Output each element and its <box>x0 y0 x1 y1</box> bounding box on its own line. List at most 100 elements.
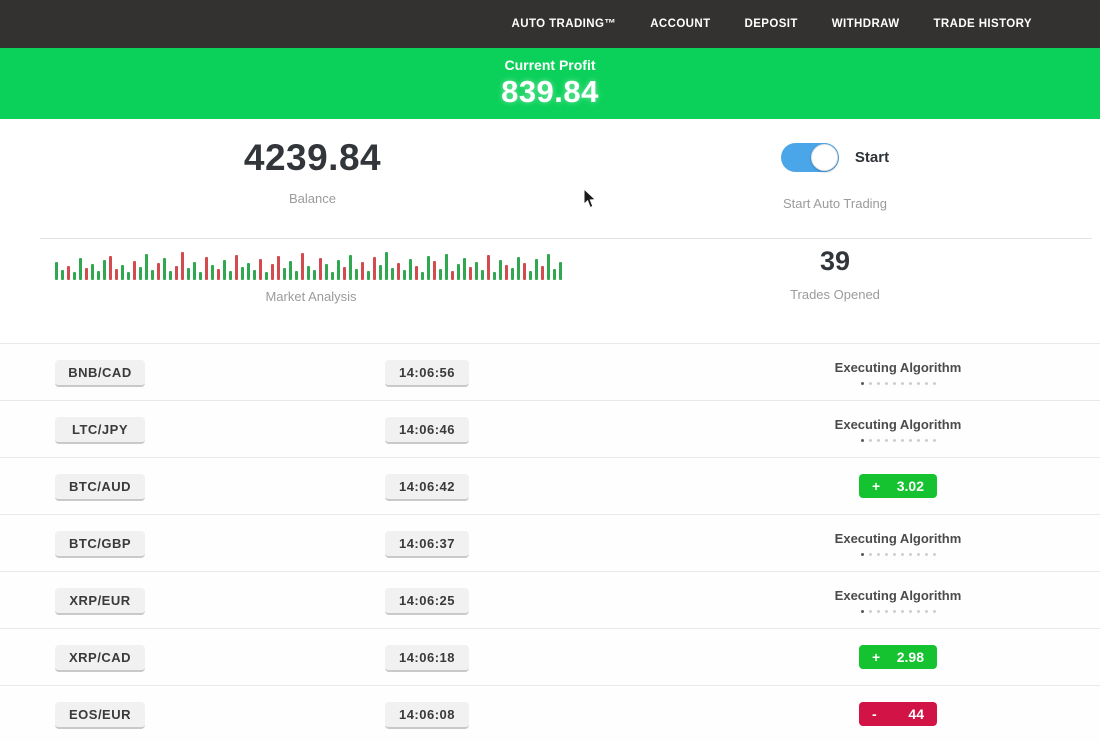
trades-opened-label: Trades Opened <box>790 287 880 302</box>
start-toggle-label: Start <box>854 149 890 166</box>
trades-opened-block: 39 Trades Opened <box>725 246 945 302</box>
candle-bar-up <box>325 264 328 280</box>
candle-bar-down <box>85 268 88 280</box>
progress-dot <box>892 438 896 442</box>
badge-sign: - <box>872 706 877 722</box>
candle-bar-down <box>235 255 238 280</box>
progress-dot <box>908 609 912 613</box>
candle-bar-up <box>265 272 268 280</box>
trades-list: BNB/CAD 14:06:56 Executing Algorithm LTC/JP… <box>0 343 1100 742</box>
candle-bar-down <box>205 257 208 280</box>
candle-bar-up <box>391 268 394 280</box>
market-analysis-block: Market Analysis <box>55 248 567 304</box>
start-toggle-switch[interactable] <box>780 143 839 172</box>
candle-bar-down <box>343 267 346 280</box>
pair-chip: EOS/EUR <box>55 702 145 729</box>
candle-bar-down <box>259 259 262 280</box>
progress-dot <box>900 438 904 442</box>
candle-bar-up <box>127 272 130 280</box>
candle-bar-up <box>97 271 100 280</box>
candle-bar-up <box>337 260 340 280</box>
candle-bar-up <box>289 261 292 280</box>
candle-bar-down <box>361 262 364 280</box>
candle-bar-up <box>169 271 172 280</box>
progress-dot <box>876 438 880 442</box>
candle-bar-up <box>79 258 82 280</box>
progress-dot <box>884 438 888 442</box>
nav-item-auto-trading[interactable]: AUTO TRADING™ <box>511 18 617 30</box>
progress-dot <box>876 381 880 385</box>
candle-bar-up <box>547 254 550 280</box>
time-chip: 14:06:37 <box>385 531 469 558</box>
pair-chip: LTC/JPY <box>55 417 145 444</box>
candle-bar-up <box>427 256 430 280</box>
progress-dot <box>908 552 912 556</box>
trade-row: LTC/JPY 14:06:46 Executing Algorithm <box>0 400 1100 457</box>
candle-bar-up <box>439 269 442 280</box>
progress-dot <box>924 381 928 385</box>
candle-bar-down <box>373 257 376 280</box>
candle-bar-up <box>55 262 58 280</box>
current-profit-label: Current Profit <box>504 57 596 73</box>
candle-bar-down <box>217 269 220 280</box>
candlestick-strip <box>55 248 567 280</box>
progress-dot <box>868 438 872 442</box>
pair-chip: BTC/AUD <box>55 474 145 501</box>
candle-bar-down <box>67 266 70 280</box>
progress-dot <box>860 438 864 442</box>
progress-dot <box>924 609 928 613</box>
trade-row: BNB/CAD 14:06:56 Executing Algorithm <box>0 343 1100 400</box>
trade-status: - 44 <box>818 686 978 742</box>
executing-algorithm-label: Executing Algorithm <box>834 416 962 432</box>
candle-bar-up <box>253 270 256 280</box>
candle-bar-up <box>331 272 334 280</box>
candle-bar-up <box>223 260 226 280</box>
start-auto-trading-label: Start Auto Trading <box>782 196 888 211</box>
market-section: Market Analysis 39 Trades Opened <box>0 238 1100 343</box>
time-chip: 14:06:08 <box>385 702 469 729</box>
progress-dot <box>924 552 928 556</box>
current-profit-banner: Current Profit 839.84 <box>0 48 1100 119</box>
progress-dot <box>868 381 872 385</box>
progress-dot <box>916 609 920 613</box>
candle-bar-down <box>301 253 304 280</box>
candle-bar-up <box>457 264 460 280</box>
progress-dot <box>932 381 936 385</box>
trade-row: XRP/CAD 14:06:18 +2.98 <box>0 628 1100 685</box>
candle-bar-up <box>463 258 466 280</box>
progress-dot <box>900 609 904 613</box>
progress-dot <box>876 552 880 556</box>
balance-block: 4239.84 Balance <box>160 137 465 206</box>
trade-status: +2.98 <box>818 629 978 685</box>
market-analysis-label: Market Analysis <box>265 289 357 304</box>
candle-bar-down <box>523 263 526 280</box>
progress-dot <box>884 381 888 385</box>
candle-bar-up <box>103 260 106 280</box>
executing-algorithm-label: Executing Algorithm <box>834 359 962 375</box>
progress-dot <box>884 609 888 613</box>
progress-dots <box>860 438 936 442</box>
candle-bar-down <box>397 263 400 280</box>
nav-item-deposit[interactable]: DEPOSIT <box>744 18 798 30</box>
candle-bar-up <box>367 271 370 280</box>
candle-bar-down <box>277 256 280 280</box>
section-divider <box>40 238 1092 239</box>
loss-badge: - 44 <box>859 702 937 726</box>
candle-bar-up <box>409 259 412 280</box>
nav-item-trade-history[interactable]: TRADE HISTORY <box>933 18 1032 30</box>
progress-dot <box>932 438 936 442</box>
candle-bar-down <box>157 263 160 280</box>
candle-bar-down <box>415 266 418 280</box>
nav-item-withdraw[interactable]: WITHDRAW <box>831 18 900 30</box>
nav-item-account[interactable]: ACCOUNT <box>650 18 711 30</box>
progress-dot <box>892 381 896 385</box>
candle-bar-up <box>385 252 388 280</box>
badge-sign: + <box>872 649 881 665</box>
trade-status: +3.02 <box>818 458 978 514</box>
trade-row: BTC/AUD 14:06:42 +3.02 <box>0 457 1100 514</box>
progress-dot <box>916 552 920 556</box>
candle-bar-up <box>559 262 562 280</box>
trade-status: Executing Algorithm <box>818 401 978 457</box>
candle-bar-up <box>151 270 154 280</box>
candle-bar-down <box>181 252 184 280</box>
